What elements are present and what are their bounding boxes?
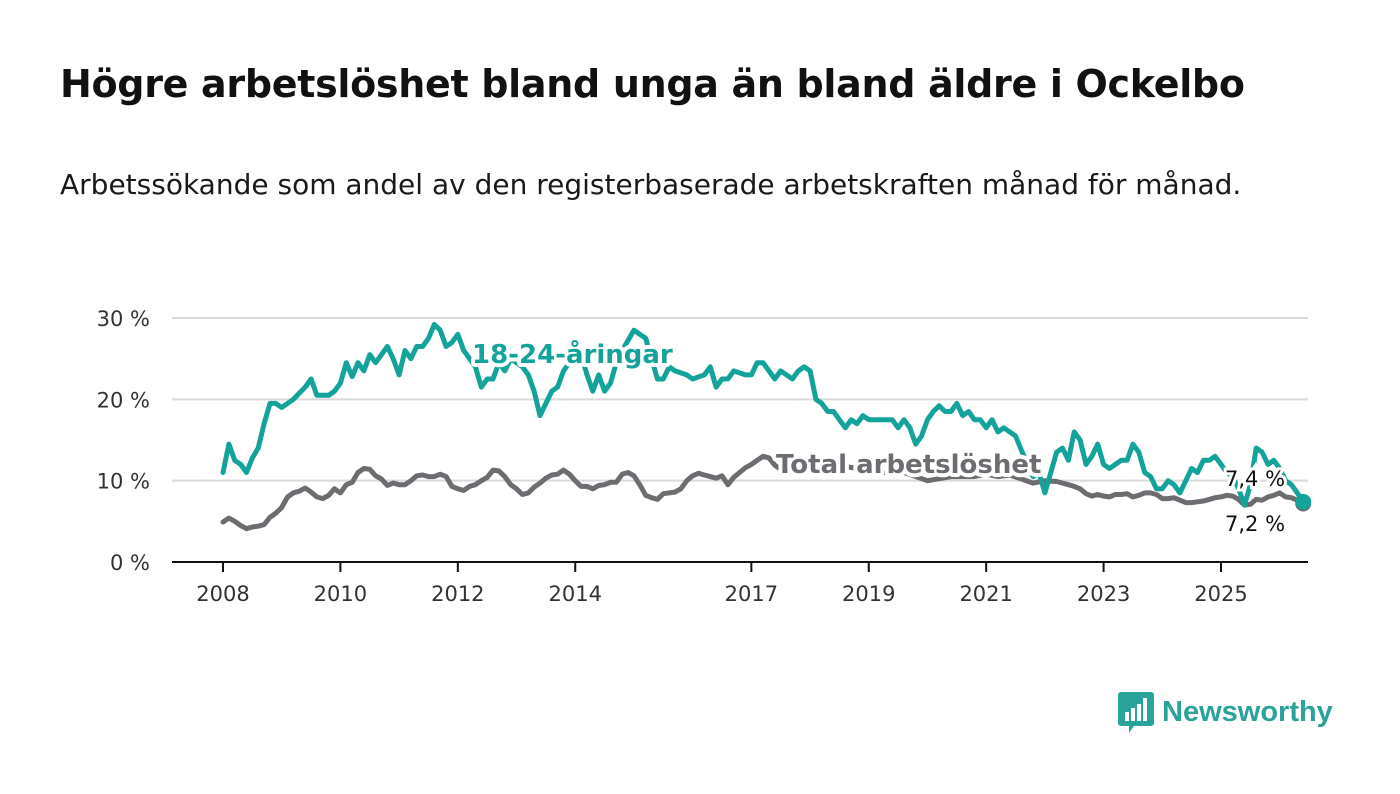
x-tick-label: 2023	[1077, 582, 1130, 606]
series-label-total: Total arbetslöshet	[776, 450, 1041, 480]
end-point-youth	[1295, 493, 1312, 510]
series-label-youth: 18-24-åringar	[472, 338, 673, 370]
series-line-youth	[220, 322, 1306, 508]
x-tick-label: 2017	[725, 582, 778, 606]
brand-name: Newsworthy	[1162, 695, 1333, 728]
chart-subtitle: Arbetssökande som andel av den registerb…	[60, 168, 1242, 201]
x-tick-label: 2021	[959, 582, 1012, 606]
x-axis-ticks: 2008 2010 2012 2014 2017 2019 2021 2023 2025	[172, 561, 1308, 606]
x-tick-label: 2012	[431, 582, 484, 606]
end-label-total: 7,2 %	[1225, 512, 1285, 536]
series-label-total-halo: Total arbetslöshet	[776, 450, 1041, 480]
end-label-youth-halo: 7,4 %	[1225, 467, 1285, 491]
newsworthy-logo: Newsworthy	[1118, 690, 1333, 734]
gridlines	[172, 317, 1308, 482]
bar-chart-speech-bubble-icon	[1118, 692, 1154, 733]
x-tick-label: 2019	[842, 582, 895, 606]
series-label-youth-halo: 18-24-åringar	[472, 338, 673, 370]
series-lines	[220, 322, 1312, 532]
y-axis-ticks: 0 % 10 % 20 % 30 %	[97, 307, 150, 575]
series-line-total	[220, 453, 1306, 532]
y-tick-label: 0 %	[110, 551, 150, 575]
chart-title: Högre arbetslöshet bland unga än bland ä…	[60, 62, 1245, 106]
x-tick-label: 2025	[1194, 582, 1247, 606]
y-tick-label: 30 %	[97, 307, 150, 331]
x-tick-label: 2014	[549, 582, 602, 606]
y-tick-label: 20 %	[97, 388, 150, 412]
y-tick-label: 10 %	[97, 470, 150, 494]
x-tick-label: 2008	[196, 582, 249, 606]
x-tick-label: 2010	[314, 582, 367, 606]
end-label-youth: 7,4 %	[1225, 467, 1285, 491]
